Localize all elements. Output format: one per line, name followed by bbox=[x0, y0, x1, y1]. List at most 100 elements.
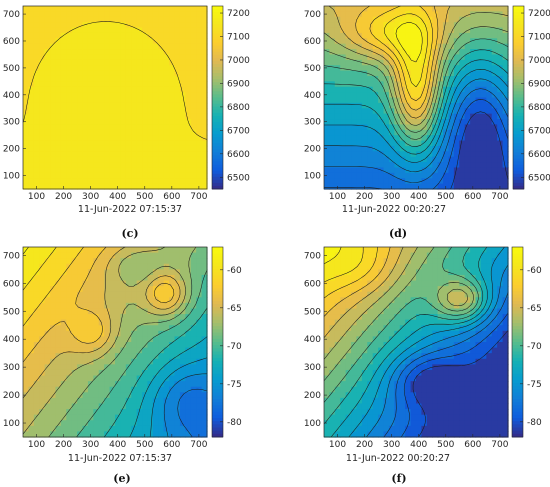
contour-cell bbox=[453, 108, 460, 115]
x-tick-label: 600 bbox=[163, 440, 180, 450]
contour-cell bbox=[475, 119, 482, 126]
contour-cell bbox=[334, 308, 341, 315]
contour-cell bbox=[93, 81, 100, 88]
contour-cell bbox=[158, 11, 165, 18]
contour-cell bbox=[351, 347, 358, 354]
contour-cell bbox=[351, 364, 358, 371]
contour-cell bbox=[179, 81, 186, 88]
contour-cell bbox=[448, 369, 455, 377]
contour-cell bbox=[486, 302, 493, 310]
contour-cell bbox=[28, 269, 35, 276]
contour-cell bbox=[185, 258, 192, 265]
contour-cell bbox=[437, 336, 444, 343]
contour-cell bbox=[142, 425, 149, 433]
contour-cell bbox=[356, 252, 363, 259]
contour-cell bbox=[109, 397, 116, 405]
contour-cell bbox=[491, 183, 498, 190]
contour-cell bbox=[109, 65, 116, 72]
contour-cell bbox=[131, 392, 138, 399]
contour-cell bbox=[66, 124, 73, 131]
contour-cell bbox=[340, 135, 347, 142]
contour-cell bbox=[361, 375, 368, 382]
contour-cell bbox=[185, 145, 192, 152]
contour-cell bbox=[179, 32, 186, 39]
contour-cell bbox=[329, 145, 336, 152]
contour-cell bbox=[179, 263, 186, 270]
contour-cell bbox=[421, 336, 428, 343]
contour-cell bbox=[104, 49, 111, 56]
contour-cell bbox=[361, 353, 368, 360]
contour-cell bbox=[475, 183, 482, 190]
contour-cell bbox=[448, 269, 455, 276]
colorbar-segment bbox=[513, 149, 524, 153]
contour-cell bbox=[351, 431, 358, 438]
contour-cell bbox=[28, 369, 35, 377]
contour-cell bbox=[486, 135, 493, 142]
contour-cell bbox=[109, 280, 116, 287]
contour-cell bbox=[185, 397, 192, 405]
contour-cell bbox=[66, 140, 73, 147]
contour-cell bbox=[174, 291, 181, 298]
contour-cell bbox=[125, 183, 132, 190]
contour-cell bbox=[437, 358, 444, 365]
contour-cell bbox=[480, 392, 487, 399]
contour-cell bbox=[120, 297, 127, 304]
contour-cell bbox=[109, 178, 116, 185]
contour-cell bbox=[174, 369, 181, 377]
contour-cell bbox=[464, 381, 471, 388]
contour-cell bbox=[115, 65, 122, 72]
contour-cell bbox=[470, 27, 477, 34]
contour-cell bbox=[190, 124, 197, 131]
contour-cell bbox=[416, 11, 423, 18]
colorbar-segment bbox=[212, 383, 223, 387]
contour-cell bbox=[44, 381, 51, 388]
contour-cell bbox=[55, 59, 62, 66]
contour-cell bbox=[448, 342, 455, 349]
contour-cell bbox=[491, 6, 498, 12]
contour-cell bbox=[104, 11, 111, 18]
contour-cell bbox=[82, 336, 89, 343]
contour-cell bbox=[453, 364, 460, 371]
contour-cell bbox=[93, 108, 100, 115]
contour-cell bbox=[405, 397, 412, 405]
contour-cell bbox=[405, 156, 412, 163]
contour-cell bbox=[416, 358, 423, 365]
contour-cell bbox=[169, 297, 176, 304]
contour-cell bbox=[33, 59, 40, 66]
contour-cell bbox=[437, 54, 444, 61]
contour-cell bbox=[201, 347, 208, 354]
contour-cell bbox=[98, 392, 105, 399]
contour-cell bbox=[104, 409, 111, 416]
contour-cell bbox=[66, 172, 73, 179]
contour-cell bbox=[361, 145, 368, 152]
colorbar-tick-label: -80 bbox=[227, 418, 242, 428]
contour-cell bbox=[378, 286, 385, 293]
contour-cell bbox=[115, 70, 122, 77]
contour-cell bbox=[410, 403, 417, 410]
contour-cell bbox=[426, 70, 433, 77]
contour-cell bbox=[394, 156, 401, 163]
contour-cell bbox=[71, 358, 78, 365]
contour-cell bbox=[93, 156, 100, 163]
contour-cell bbox=[82, 86, 89, 93]
contour-cell bbox=[453, 274, 460, 282]
contour-cell bbox=[158, 162, 165, 169]
contour-cell bbox=[147, 119, 154, 126]
contour-cell bbox=[475, 108, 482, 115]
contour-cell bbox=[55, 308, 62, 315]
contour-cell bbox=[324, 247, 331, 254]
contour-cell bbox=[421, 43, 428, 50]
contour-cell bbox=[453, 92, 460, 99]
contour-cell bbox=[55, 381, 62, 388]
contour-cell bbox=[497, 381, 504, 388]
contour-cell bbox=[497, 280, 504, 287]
contour-cell bbox=[378, 258, 385, 265]
contour-cell bbox=[491, 172, 498, 179]
colorbar-segment bbox=[212, 97, 223, 102]
contour-cell bbox=[497, 258, 504, 265]
colorbar-segment bbox=[212, 76, 223, 80]
contour-cell bbox=[23, 330, 30, 338]
contour-cell bbox=[378, 129, 385, 136]
contour-cell bbox=[497, 274, 504, 282]
contour-cell bbox=[491, 397, 498, 405]
